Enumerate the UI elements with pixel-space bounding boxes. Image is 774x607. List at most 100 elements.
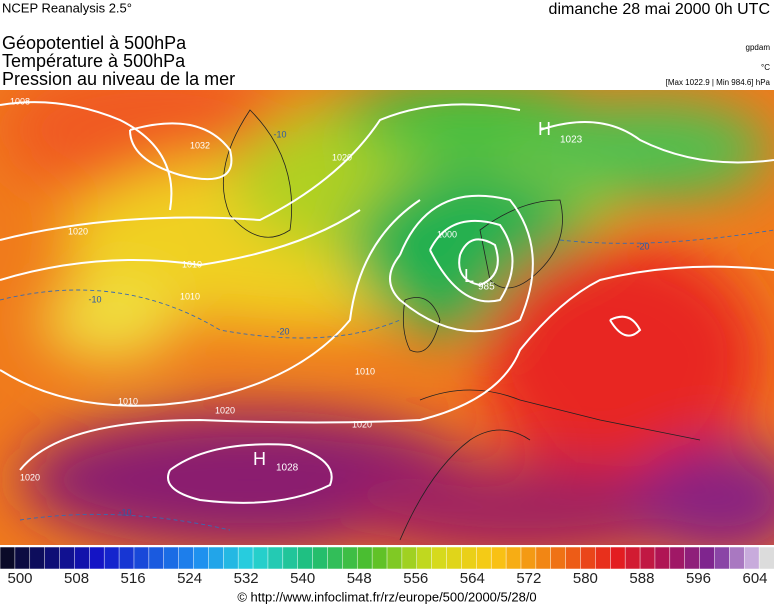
colorbar-cell xyxy=(580,546,597,570)
colorbar-cell xyxy=(565,546,582,570)
colorbar-cell xyxy=(520,546,537,570)
footer: © http://www.infoclimat.fr/rz/europe/500… xyxy=(237,589,536,604)
colorbar-cell xyxy=(684,546,701,570)
pressure-center-value: 1023 xyxy=(560,135,583,146)
colorbar-cell xyxy=(595,546,612,570)
colorbar-cell xyxy=(714,546,731,570)
colorbar-cell xyxy=(669,546,686,570)
colorbar-cell xyxy=(327,546,344,570)
colorbar-cell xyxy=(133,546,150,570)
isobar-label: 1020 xyxy=(352,419,372,429)
colorbar-cell xyxy=(461,546,478,570)
colorbar-cell xyxy=(505,546,522,570)
colorbar-cell xyxy=(178,546,195,570)
colorbar-cell xyxy=(44,546,61,570)
colorbar-label: 564 xyxy=(460,570,485,587)
colorbar-cell xyxy=(401,546,418,570)
colorbar-cell xyxy=(476,546,492,570)
colorbar-cell xyxy=(312,546,329,570)
colorbar-cell xyxy=(386,546,403,570)
title: Température à 500hPa xyxy=(2,51,186,71)
colorbar-cell xyxy=(59,546,76,570)
pressure-center-value: 1028 xyxy=(276,463,299,474)
title: Géopotentiel à 500hPa xyxy=(2,33,187,53)
isotherm-label: -10 xyxy=(273,129,286,139)
colorbar-label: 516 xyxy=(121,570,146,587)
isobar-label: 1020 xyxy=(332,152,352,162)
isobar-label: 1000 xyxy=(437,229,457,239)
colorbar-cell xyxy=(758,546,774,570)
colorbar-cell xyxy=(431,546,448,570)
date: dimanche 28 mai 2000 0h UTC xyxy=(549,1,770,18)
colorbar-cell xyxy=(654,546,671,570)
colorbar-label: 588 xyxy=(629,570,654,587)
colorbar-cell xyxy=(252,546,269,570)
colorbar-cell xyxy=(610,546,626,570)
isobar-label: 1020 xyxy=(20,472,40,482)
colorbar-cell xyxy=(193,546,210,570)
colorbar-label: 556 xyxy=(403,570,428,587)
colorbar-cell xyxy=(267,546,284,570)
colorbar-cell xyxy=(371,546,388,570)
map: H 1023 L 985 H 1028 1008 1032 1020 1020 1010 1010 10… xyxy=(0,90,774,545)
colorbar-cell xyxy=(743,546,760,570)
colorbar-cell xyxy=(446,546,463,570)
isotherm-label: -20 xyxy=(636,241,649,251)
pressure-center-letter: H xyxy=(538,119,551,139)
isobar-label: 1020 xyxy=(215,405,235,415)
colorbar-cell xyxy=(729,546,745,570)
colorbar-cell xyxy=(14,546,31,570)
colorbar-label: 604 xyxy=(742,570,767,587)
colorbar-label: 572 xyxy=(516,570,541,587)
colorbar-label: 500 xyxy=(7,570,32,587)
isobar-label: 1020 xyxy=(68,226,88,236)
colorbar-label: 580 xyxy=(573,570,598,587)
colorbar-label: 548 xyxy=(347,570,372,587)
colorbar-cell xyxy=(282,546,299,570)
colorbar-cell xyxy=(74,546,91,570)
colorbar-cell xyxy=(89,546,105,570)
colorbar-cell xyxy=(297,546,314,570)
colorbar-cell xyxy=(624,546,641,570)
colorbar-label: 524 xyxy=(177,570,202,587)
unit: gpdam xyxy=(746,43,771,52)
colorbar-cell xyxy=(535,546,552,570)
colorbar-cell xyxy=(163,546,180,570)
isobar-label: 1032 xyxy=(190,140,210,150)
title: Pression au niveau de la mer xyxy=(2,69,235,89)
isotherm-label: -10 xyxy=(118,507,131,517)
colorbar-cell xyxy=(148,546,165,570)
colorbar-label: 532 xyxy=(234,570,259,587)
colorbar-cell xyxy=(237,546,254,570)
colorbar-label: 508 xyxy=(64,570,89,587)
colorbar-cell xyxy=(29,546,46,570)
colorbar-cell xyxy=(356,546,373,570)
colorbar-cell xyxy=(208,546,225,570)
colorbar-cell xyxy=(490,546,507,570)
colorbar-cell xyxy=(699,546,716,570)
unit: [Max 1022.9 | Min 984.6] hPa xyxy=(666,78,771,87)
colorbar-cell xyxy=(550,546,567,570)
isobar-label: 1008 xyxy=(10,96,30,106)
colorbar-cell xyxy=(416,546,433,570)
colorbar-cell xyxy=(342,546,358,570)
colorbar-label: 540 xyxy=(290,570,315,587)
pressure-center-letter: L xyxy=(464,266,474,286)
isotherm-label: -10 xyxy=(88,294,101,304)
colorbar-label: 596 xyxy=(686,570,711,587)
colorbar-cell xyxy=(0,546,16,570)
isobar-label: 1010 xyxy=(182,259,202,269)
isobar-label: 1010 xyxy=(180,291,200,301)
pressure-center-value: 985 xyxy=(478,282,495,293)
colorbar-cell xyxy=(118,546,135,570)
isobar-label: 1010 xyxy=(355,366,375,376)
isobar-label: 1010 xyxy=(118,396,138,406)
pressure-center-letter: H xyxy=(253,449,266,469)
source: NCEP Reanalysis 2.5° xyxy=(2,0,132,15)
colorbar-cell xyxy=(639,546,656,570)
colorbar-cell xyxy=(223,546,239,570)
unit: °C xyxy=(761,63,770,72)
isotherm-label: -20 xyxy=(276,326,289,336)
